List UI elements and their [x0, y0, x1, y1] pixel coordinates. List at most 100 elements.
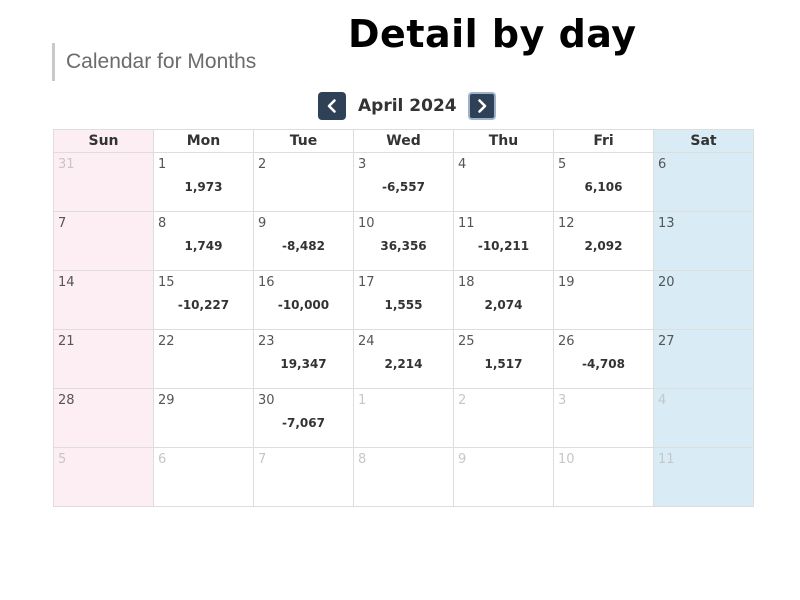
day-value: 2,074 — [484, 298, 523, 312]
day-cell[interactable]: 24 2,214 — [353, 329, 454, 389]
day-cell[interactable]: 12 2,092 — [553, 211, 654, 271]
day-number: 29 — [158, 393, 175, 408]
day-cell[interactable]: 23 19,347 — [253, 329, 354, 389]
day-cell[interactable]: 5 6,106 — [553, 152, 654, 212]
calendar-week-row: 5 6 7 8 9 10 11 — [53, 447, 754, 507]
day-value: 6,106 — [584, 180, 623, 194]
day-number: 3 — [558, 393, 567, 408]
day-value — [654, 173, 753, 180]
day-cell[interactable]: 7 — [53, 211, 154, 271]
day-cell[interactable]: 26 -4,708 — [553, 329, 654, 389]
chevron-left-icon — [327, 99, 336, 113]
day-cell[interactable]: 16 -10,000 — [253, 270, 354, 330]
calendar-body: 31 1 1,973 2 3 -6,557 4 5 6,106 6 7 8 1,749 9 -8,482 10… — [53, 152, 754, 507]
calendar-week-row: 28 29 30 -7,067 1 2 3 4 — [53, 388, 754, 448]
day-value: 1,973 — [184, 180, 223, 194]
day-value: 2,092 — [584, 239, 623, 253]
day-number: 7 — [258, 452, 267, 467]
day-number: 17 — [358, 275, 375, 290]
day-cell[interactable]: 9 -8,482 — [253, 211, 354, 271]
day-value — [654, 291, 753, 298]
day-number: 1 — [158, 157, 167, 172]
day-number: 3 — [358, 157, 367, 172]
day-cell[interactable]: 15 -10,227 — [153, 270, 254, 330]
day-number: 9 — [458, 452, 467, 467]
day-value — [254, 468, 353, 475]
day-value — [654, 350, 753, 357]
day-value — [254, 173, 353, 180]
day-cell[interactable]: 11 -10,211 — [453, 211, 554, 271]
day-cell[interactable]: 27 — [653, 329, 754, 389]
day-number: 21 — [58, 334, 75, 349]
day-number: 30 — [258, 393, 275, 408]
month-navigation: April 2024 — [318, 90, 496, 122]
day-value — [54, 291, 153, 298]
day-cell[interactable]: 31 — [53, 152, 154, 212]
day-number: 13 — [658, 216, 675, 231]
day-cell[interactable]: 10 36,356 — [353, 211, 454, 271]
day-cell[interactable]: 7 — [253, 447, 354, 507]
day-cell[interactable]: 5 — [53, 447, 154, 507]
day-number: 19 — [558, 275, 575, 290]
day-value — [654, 409, 753, 416]
day-cell[interactable]: 1 1,973 — [153, 152, 254, 212]
calendar-week-row: 21 22 23 19,347 24 2,214 25 1,517 26 -4,708 27 — [53, 329, 754, 389]
day-number: 27 — [658, 334, 675, 349]
day-cell[interactable]: 3 — [553, 388, 654, 448]
day-cell[interactable]: 9 — [453, 447, 554, 507]
day-value — [654, 468, 753, 475]
next-month-button[interactable] — [467, 92, 496, 120]
day-cell[interactable]: 1 — [353, 388, 454, 448]
day-cell[interactable]: 29 — [153, 388, 254, 448]
day-number: 12 — [558, 216, 575, 231]
day-cell[interactable]: 14 — [53, 270, 154, 330]
day-number: 4 — [458, 157, 467, 172]
day-cell[interactable]: 4 — [453, 152, 554, 212]
day-cell[interactable]: 4 — [653, 388, 754, 448]
day-cell[interactable]: 11 — [653, 447, 754, 507]
day-cell[interactable]: 25 1,517 — [453, 329, 554, 389]
day-cell[interactable]: 30 -7,067 — [253, 388, 354, 448]
day-cell[interactable]: 13 — [653, 211, 754, 271]
day-number: 5 — [558, 157, 567, 172]
day-value: -4,708 — [582, 357, 625, 371]
day-value — [154, 350, 253, 357]
day-cell[interactable]: 28 — [53, 388, 154, 448]
day-number: 18 — [458, 275, 475, 290]
month-label: April 2024 — [358, 96, 457, 116]
day-cell[interactable]: 17 1,555 — [353, 270, 454, 330]
day-number: 31 — [58, 157, 75, 172]
day-value — [654, 232, 753, 239]
weekday-header: Thu — [453, 129, 554, 153]
day-cell[interactable]: 18 2,074 — [453, 270, 554, 330]
page-title: Calendar for Months — [52, 43, 256, 81]
day-cell[interactable]: 22 — [153, 329, 254, 389]
day-value: 1,749 — [184, 239, 223, 253]
day-value: -7,067 — [282, 416, 325, 430]
day-value: 1,555 — [384, 298, 423, 312]
day-value — [554, 409, 653, 416]
day-value: -6,557 — [382, 180, 425, 194]
day-cell[interactable]: 6 — [653, 152, 754, 212]
day-number: 23 — [258, 334, 275, 349]
day-cell[interactable]: 10 — [553, 447, 654, 507]
day-cell[interactable]: 8 — [353, 447, 454, 507]
day-value — [154, 409, 253, 416]
day-value: -8,482 — [282, 239, 325, 253]
day-cell[interactable]: 19 — [553, 270, 654, 330]
day-cell[interactable]: 8 1,749 — [153, 211, 254, 271]
day-cell[interactable]: 6 — [153, 447, 254, 507]
day-cell[interactable]: 2 — [453, 388, 554, 448]
day-value: -10,227 — [177, 298, 230, 312]
prev-month-button[interactable] — [318, 92, 346, 120]
weekday-header: Wed — [353, 129, 454, 153]
day-number: 14 — [58, 275, 75, 290]
day-number: 1 — [358, 393, 367, 408]
day-cell[interactable]: 3 -6,557 — [353, 152, 454, 212]
day-cell[interactable]: 20 — [653, 270, 754, 330]
chevron-right-icon — [477, 99, 486, 113]
day-cell[interactable]: 21 — [53, 329, 154, 389]
day-cell[interactable]: 2 — [253, 152, 354, 212]
day-value — [354, 409, 453, 416]
calendar-week-row: 14 15 -10,227 16 -10,000 17 1,555 18 2,074 19 20 — [53, 270, 754, 330]
